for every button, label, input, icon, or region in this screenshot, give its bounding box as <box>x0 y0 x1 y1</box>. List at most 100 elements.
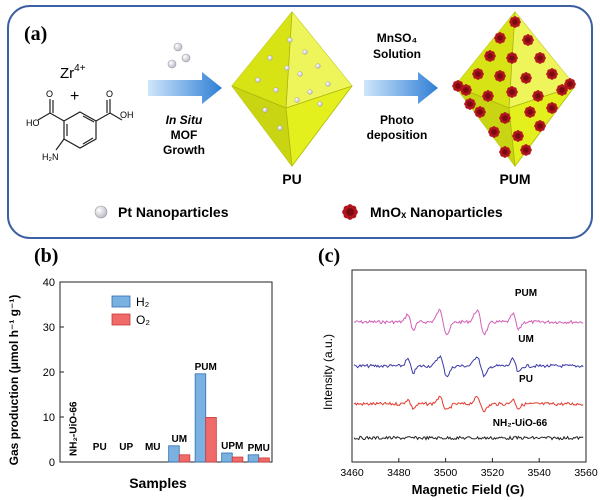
epr-series-line <box>353 354 584 378</box>
mnox-particle <box>464 98 476 110</box>
bar-o2 <box>258 457 270 463</box>
epr-xtick-label: 3540 <box>528 467 552 479</box>
epr-xtick-label: 3460 <box>340 467 364 479</box>
panel-b: (b) Gas production (μmol h⁻¹ g⁻¹) Sample… <box>7 245 273 491</box>
step2-line2: Solution <box>373 47 421 61</box>
mnox-particle <box>546 102 558 114</box>
epr-series-line <box>353 395 584 413</box>
epr-chart: 3460 3480 3500 3520 3540 3560 PUM UM PU NH₂-UiO-6… <box>340 269 598 479</box>
mnox-particle <box>472 68 484 80</box>
bar-category-label: MU <box>145 442 161 453</box>
bar-ytick-label: 0 <box>49 457 55 469</box>
panel-c: (c) Intensity (a.u.) Magnetic Field (G) … <box>318 245 598 497</box>
bar-h2 <box>194 373 207 463</box>
mnox-particle <box>342 204 358 220</box>
epr-series-label: UM <box>518 334 534 345</box>
mnox-particle <box>534 120 546 132</box>
bar-category-label: PU <box>93 442 107 453</box>
epr-xtick-label: 3480 <box>387 467 411 479</box>
pt-particles-floating <box>167 42 191 69</box>
mnox-particle <box>488 126 500 138</box>
arrow-step2 <box>364 72 438 104</box>
mnox-particle <box>499 112 511 124</box>
bar-h2 <box>247 454 260 463</box>
epr-series-label: PU <box>519 374 533 385</box>
bar-category-label: UPM <box>221 441 243 452</box>
mnox-particle <box>482 90 494 102</box>
mnox-particle <box>534 52 546 64</box>
mnox-particle <box>494 32 506 44</box>
bar-ytick-label: 30 <box>43 322 55 334</box>
bar-legend-swatch <box>111 313 131 326</box>
linker-nh2: H₂N <box>42 152 59 162</box>
panel-a: (a) Zr4+ + O HO O OH H₂N <box>7 5 593 239</box>
product2-label: PUM <box>499 171 530 187</box>
mnox-particle <box>520 144 532 156</box>
pt-legend-label: Pt Nanoparticles <box>118 204 229 220</box>
epr-plot-frame <box>351 269 587 463</box>
bar-category-label: PMU <box>248 443 270 454</box>
mnox-particle <box>499 146 511 158</box>
epr-ylabel: Intensity (a.u.) <box>321 334 335 410</box>
bar-legend-label: H₂ <box>136 295 150 309</box>
epr-xtick-label: 3520 <box>481 467 505 479</box>
bar-o2 <box>205 417 217 463</box>
mnox-legend-icon <box>342 204 358 220</box>
step2-line3: Photo <box>380 113 414 127</box>
mnox-particle <box>484 50 496 62</box>
bar-ytick-label: 40 <box>43 277 55 289</box>
bar-category-label: NH₂-UiO-66 <box>68 401 79 456</box>
mnox-particle <box>546 68 558 80</box>
panel-c-label: (c) <box>318 245 340 267</box>
epr-xtick-label: 3500 <box>434 467 458 479</box>
plus-sign: + <box>70 88 79 105</box>
bar-legend-label: O₂ <box>136 313 150 327</box>
step2-line4: deposition <box>367 128 428 142</box>
step1-line1: In Situ <box>166 113 203 127</box>
mnox-particle <box>506 52 518 64</box>
mnox-particle <box>520 72 532 84</box>
linker-structure <box>37 99 123 151</box>
mnox-particle <box>522 34 534 46</box>
linker-o-right: O <box>106 89 113 99</box>
mnox-particle <box>494 70 506 82</box>
mnox-particle <box>506 86 518 98</box>
epr-series-label: PUM <box>515 288 537 299</box>
pt-legend-icon <box>94 205 108 219</box>
step1-line3: Growth <box>163 143 205 157</box>
bar-ytick-label: 10 <box>43 412 55 424</box>
mnox-particle <box>509 16 521 28</box>
bar-category-label: UP <box>119 442 133 453</box>
linker-oh: OH <box>120 110 134 120</box>
mnox-particles <box>452 16 576 158</box>
mnox-particle <box>564 78 576 90</box>
bar-category-label: UM <box>171 434 187 445</box>
octahedron-pu <box>231 11 353 167</box>
octahedron-pum <box>452 11 576 167</box>
epr-series-line <box>353 308 584 336</box>
bar-ytick-label: 20 <box>43 367 55 379</box>
bar-category-label: PUM <box>195 362 217 373</box>
arrow-step1 <box>148 72 222 104</box>
linker-ho: HO <box>26 118 40 128</box>
mnox-particle <box>512 130 524 142</box>
mnox-particle <box>532 90 544 102</box>
mnox-particle <box>556 84 568 96</box>
bar-chart: 0 10 20 30 40 NH₂-UiO-66 PU UP MU UM PUM UPM PMU H₂ O₂ <box>43 277 273 469</box>
linker-o-left: O <box>46 89 53 99</box>
product1-label: PU <box>282 171 301 187</box>
bar-ylabel: Gas production (μmol h⁻¹ g⁻¹) <box>7 295 21 466</box>
step2-line1: MnSO₄ <box>377 31 418 45</box>
mnox-particle <box>524 106 536 118</box>
epr-xtick-label: 3560 <box>574 467 598 479</box>
epr-series-label: NH₂-UiO-66 <box>493 418 548 429</box>
panel-b-label: (b) <box>34 245 58 267</box>
zr-label: Zr4+ <box>60 63 86 82</box>
mnox-particle <box>474 106 486 118</box>
mnox-particle <box>452 80 464 92</box>
bar-o2 <box>231 456 244 463</box>
bar-o2 <box>178 454 191 463</box>
epr-xlabel: Magnetic Field (G) <box>412 482 525 497</box>
panel-a-label: (a) <box>24 23 47 45</box>
